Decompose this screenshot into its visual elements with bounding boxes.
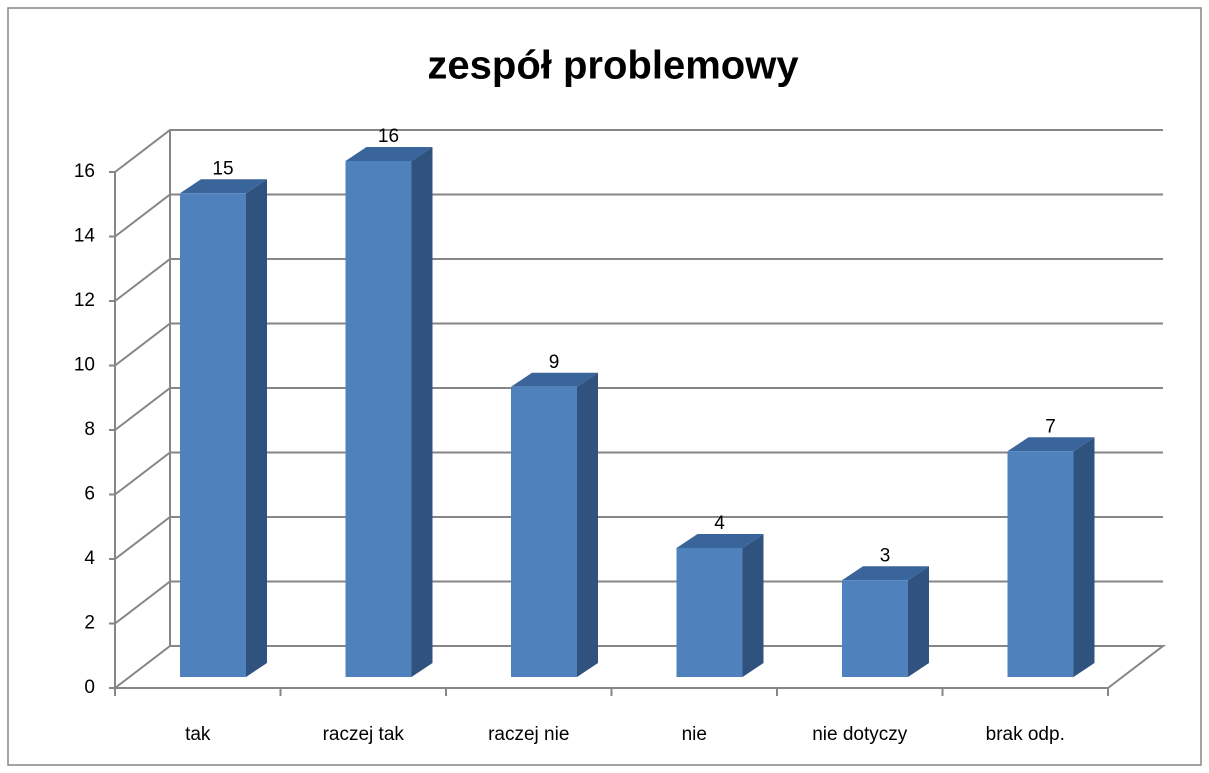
bar-side: [1073, 437, 1095, 677]
bar-top: [842, 566, 929, 581]
grid-line: [114, 516, 1163, 560]
value-label: 16: [378, 126, 399, 147]
bar-side: [246, 179, 267, 677]
bar-top: [676, 534, 764, 548]
bar: [842, 580, 908, 677]
y-tick-label: 0: [84, 677, 95, 698]
bar: [676, 548, 743, 677]
chart-title: zespół problemowy: [427, 44, 799, 88]
bar-top: [345, 147, 433, 161]
y-tick-label: 2: [84, 613, 95, 634]
x-tick-label: tak: [185, 724, 211, 745]
y-tick-label: 12: [74, 290, 95, 311]
value-label: 4: [714, 513, 725, 534]
bar: [1007, 451, 1074, 677]
grid-line: [114, 193, 1163, 238]
value-label: 9: [549, 352, 560, 373]
y-tick-label: 14: [74, 226, 96, 247]
bar-side: [908, 566, 929, 677]
grid-line: [114, 258, 1163, 302]
x-tick-label: nie dotyczy: [812, 724, 908, 745]
value-label: 15: [212, 158, 233, 179]
bar: [345, 161, 412, 677]
bar-side: [411, 147, 433, 677]
x-tick-label: nie: [682, 724, 707, 745]
y-tick-label: 8: [84, 419, 95, 440]
bar-top: [180, 179, 267, 194]
value-label: 3: [880, 545, 891, 566]
grid-line: [114, 451, 1163, 496]
y-tick-label: 10: [74, 355, 95, 376]
y-tick-label: 6: [84, 484, 95, 505]
bar-top: [511, 372, 598, 387]
grid-line: [114, 580, 1163, 625]
grid-line: [114, 387, 1163, 431]
grid-line: [114, 645, 1163, 689]
bar-side: [742, 534, 764, 677]
grid-line: [114, 129, 1163, 173]
bar-top: [1007, 437, 1095, 452]
value-label: 7: [1045, 416, 1056, 437]
bar-side: [577, 372, 598, 677]
y-tick-label: 4: [84, 548, 95, 569]
y-tick-label: 16: [74, 161, 95, 182]
x-tick-label: raczej nie: [488, 724, 569, 745]
x-tick-label: brak odp.: [986, 724, 1065, 745]
x-tick-label: raczej tak: [323, 724, 405, 745]
grid-line: [114, 322, 1163, 367]
bar: [511, 386, 577, 677]
bar: [180, 193, 246, 677]
